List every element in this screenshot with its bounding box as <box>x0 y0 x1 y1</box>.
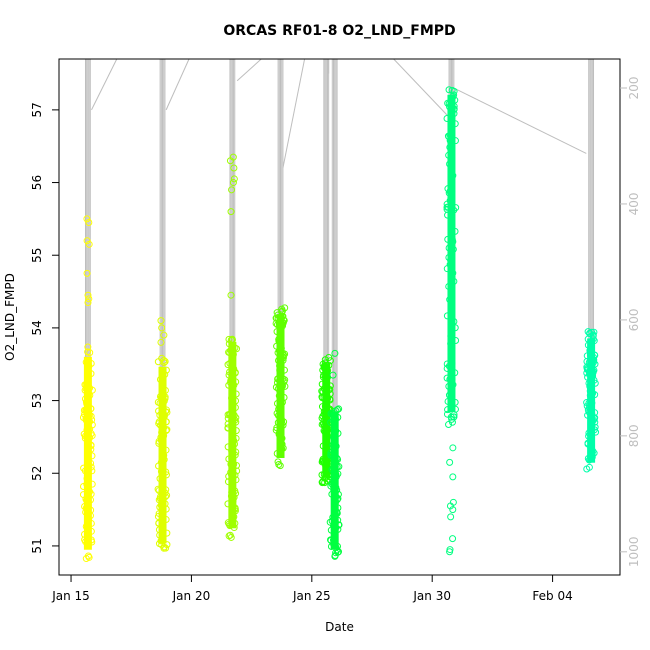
data-point <box>274 458 282 466</box>
transit-line-3 <box>236 58 262 82</box>
x-axis: Jan 15 Jan 20 Jan 25 Jan 30 Feb 04 <box>51 574 573 603</box>
outlier-point <box>449 506 457 514</box>
series-rf07 <box>443 86 460 556</box>
series-rf04 <box>272 304 289 470</box>
data-point <box>326 357 334 365</box>
outlier-point <box>158 324 166 332</box>
outlier-point <box>227 208 235 216</box>
outlier-point <box>227 291 235 299</box>
outlier-point <box>329 371 337 379</box>
y-tick-label: 56 <box>30 175 44 190</box>
data-point <box>445 421 453 429</box>
outlier-point <box>331 349 339 357</box>
transit-line-4 <box>282 58 306 169</box>
outlier-point <box>84 291 92 299</box>
outlier-point <box>160 331 168 339</box>
y-tick-label: 53 <box>30 393 44 408</box>
data-point-cluster <box>158 366 167 544</box>
outlier-point <box>85 240 93 248</box>
transit-line-6 <box>393 58 450 118</box>
data-point-cluster <box>228 341 237 529</box>
y-tick-label: 54 <box>30 320 44 335</box>
data-point <box>319 477 327 485</box>
transit-line-1 <box>91 58 118 111</box>
y-tick-label: 52 <box>30 466 44 481</box>
data-point-cluster <box>276 314 285 458</box>
chart-title: ORCAS RF01-8 O2_LND_FMPD <box>223 23 455 39</box>
outlier-point <box>449 444 457 452</box>
data-points <box>79 86 600 563</box>
outlier-point <box>446 548 454 556</box>
outlier-point <box>449 535 457 543</box>
right-tick-label: 200 <box>627 77 641 100</box>
data-point-cluster <box>322 363 331 478</box>
outlier-point <box>229 179 237 187</box>
data-point-cluster <box>330 411 339 550</box>
y-axis-label: O2_LND_FMPD <box>3 273 17 361</box>
y-tick-label: 57 <box>30 102 44 117</box>
data-point-cluster <box>447 94 456 413</box>
data-point <box>86 349 94 357</box>
data-point <box>331 552 339 560</box>
right-tick-label: 400 <box>627 192 641 215</box>
x-tick-label: Jan 20 <box>172 589 211 603</box>
series-rf01 <box>79 215 96 563</box>
y-tick-label: 51 <box>30 538 44 553</box>
data-point <box>276 462 284 470</box>
outlier-point <box>83 269 91 277</box>
outlier-point <box>446 458 454 466</box>
x-tick-label: Feb 04 <box>532 589 572 603</box>
data-point-cluster <box>587 338 596 463</box>
data-point <box>278 307 286 315</box>
y-axis: 51 52 53 54 55 56 57 <box>30 102 59 554</box>
outlier-point <box>447 513 455 521</box>
outlier-point <box>84 298 92 306</box>
outlier-point <box>446 502 454 510</box>
series-rf08 <box>583 328 600 473</box>
right-tick-label: 1000 <box>627 537 641 568</box>
data-point <box>225 532 233 540</box>
data-point <box>227 533 235 541</box>
x-axis-label: Date <box>325 620 354 634</box>
outlier-point <box>226 157 234 165</box>
outlier-point <box>83 237 91 245</box>
data-point <box>82 555 90 563</box>
right-axis: 200 400 600 800 1000 <box>620 77 641 568</box>
outlier-point <box>85 295 93 303</box>
data-point-cluster <box>83 356 92 550</box>
outlier-point <box>85 219 93 227</box>
data-point <box>160 543 168 551</box>
right-tick-label: 800 <box>627 424 641 447</box>
outlier-point <box>230 164 238 172</box>
transit-line-7 <box>453 87 587 154</box>
series-rf02 <box>154 317 171 552</box>
right-tick-label: 600 <box>627 308 641 331</box>
y-tick-label: 55 <box>30 248 44 263</box>
data-point <box>158 354 166 362</box>
data-point <box>445 86 453 94</box>
x-tick-label: Jan 15 <box>51 589 90 603</box>
outlier-point <box>157 338 165 346</box>
data-point <box>450 87 458 95</box>
data-point <box>160 356 168 364</box>
x-tick-label: Jan 25 <box>292 589 331 603</box>
x-tick-label: Jan 30 <box>412 589 451 603</box>
data-point <box>590 328 598 336</box>
outlier-point <box>230 175 238 183</box>
data-point <box>162 544 170 552</box>
outlier-point <box>83 215 91 223</box>
outlier-point <box>228 186 236 194</box>
data-point <box>586 329 594 337</box>
outlier-point <box>449 473 457 481</box>
data-point <box>318 478 326 486</box>
series-rf06 <box>326 349 343 560</box>
outlier-point <box>157 317 165 325</box>
data-point <box>583 465 591 473</box>
series-rf03 <box>224 153 241 541</box>
transit-line-2 <box>165 58 190 111</box>
data-point <box>447 413 455 421</box>
